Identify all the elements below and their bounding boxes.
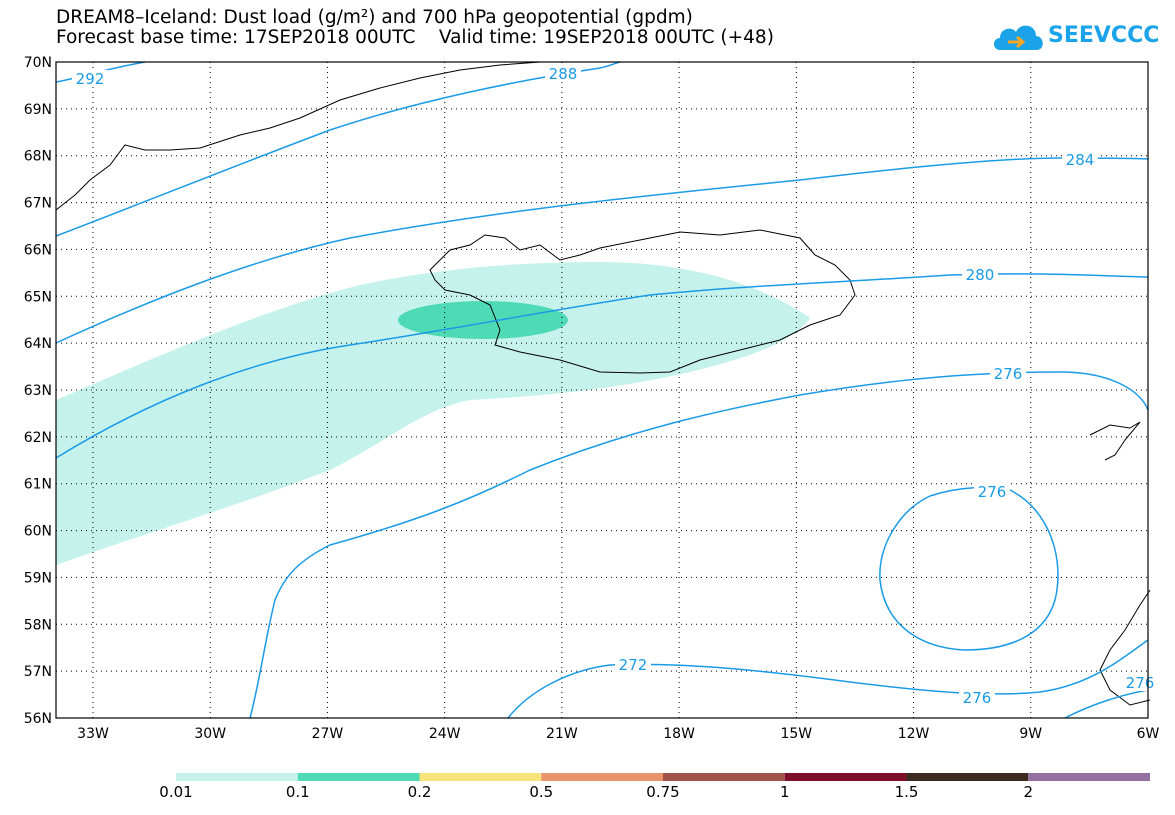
cloud-arrow-icon [994,25,1043,50]
contour-label: 280 [966,266,995,284]
contour-284 [55,157,1149,344]
map-subtitle: Forecast base time: 17SEP2018 00UTC Vali… [56,27,774,48]
lon-label: 12W [898,726,930,742]
contour-label: 276 [1126,674,1155,692]
lon-label: 33W [77,726,109,742]
contour-label-bg [72,70,108,87]
lat-label: 57N [24,664,52,680]
contour-280 [55,273,1149,459]
contour-label: 292 [76,70,105,88]
contour-labels: 292 288 284 280 276 276 272 276 276 [72,65,1158,707]
colorbar-label: 0.5 [529,783,554,801]
lat-label: 66N [24,242,52,258]
contour-276-north [249,371,1149,719]
colorbar-segment [419,773,542,781]
longitude-labels: 33W 30W 27W 24W 21W 18W 15W 12W 9W 6W [77,726,1159,742]
dust-area-low [56,262,810,565]
colorbar-label: 0.2 [407,783,432,801]
contour-label-bg [974,483,1010,500]
lat-label: 64N [24,336,52,352]
colorbar-segment [784,773,907,781]
contour-label-bg [959,689,995,706]
contour-288 [55,61,621,237]
dust-area-mid [398,301,568,339]
contour-276-south [507,639,1149,719]
contour-label: 284 [1066,151,1095,169]
colorbar-label: 0.1 [285,783,310,801]
lon-label: 9W [1019,726,1042,742]
contour-label-bg [615,656,651,673]
contour-label: 272 [619,656,648,674]
contour-label: 276 [978,483,1007,501]
iceland-coastline [429,229,856,374]
lat-label: 69N [24,102,52,118]
contour-272 [879,486,1059,651]
lat-label: 59N [24,570,52,586]
lat-label: 56N [24,711,52,727]
colorbar-label: 2 [1023,783,1034,801]
lat-label: 68N [24,149,52,165]
colorbar-segment [176,773,298,781]
colorbar-label: 0.01 [159,783,193,801]
contour-label: 276 [994,365,1023,383]
colorbar-segment [906,773,1029,781]
colorbar-label: 1.5 [894,783,919,801]
lon-label: 18W [663,726,695,742]
lat-label: 62N [24,430,52,446]
contour-label-bg [1122,674,1158,691]
map-title: DREAM8–Iceland: Dust load (g/m²) and 700… [56,7,693,28]
logo-text: SEEVCCC [1048,23,1160,48]
contour-label-bg [990,365,1026,382]
lat-label: 63N [24,383,52,399]
contour-276-se [1064,689,1149,719]
map-frame [55,61,1149,719]
contour-label-bg [1062,151,1098,168]
colorbar-label: 1 [779,783,790,801]
lat-label: 58N [24,617,52,633]
seevccc-logo: SEEVCCC [990,16,1165,62]
lat-label: 60N [24,524,52,540]
contour-label: 288 [549,65,578,83]
lon-label: 30W [194,726,226,742]
colorbar [176,773,1150,781]
faroe-coastline [1089,421,1141,461]
colorbar-segment [1028,773,1150,781]
contour-label-bg [545,65,581,82]
scotland-coastline [1099,589,1151,706]
lon-label: 27W [312,726,344,742]
lon-label: 21W [546,726,578,742]
lon-label: 24W [429,726,461,742]
colorbar-segment [297,773,420,781]
colorbar-label: 0.75 [646,783,680,801]
lon-label: 6W [1137,726,1160,742]
greenland-coastline [55,61,541,211]
latitude-labels: 70N 69N 68N 67N 66N 65N 64N 63N 62N 61N 60N 59N 58N 5… [24,55,52,727]
contour-label-bg [962,266,998,283]
graticule [56,62,1148,718]
colorbar-segment [663,773,785,781]
lat-label: 67N [24,196,52,212]
contour-label: 276 [963,689,992,707]
colorbar-segment [541,773,663,781]
lat-label: 65N [24,289,52,305]
lat-label: 70N [24,55,52,71]
lon-label: 15W [780,726,812,742]
lat-label: 61N [24,477,52,493]
